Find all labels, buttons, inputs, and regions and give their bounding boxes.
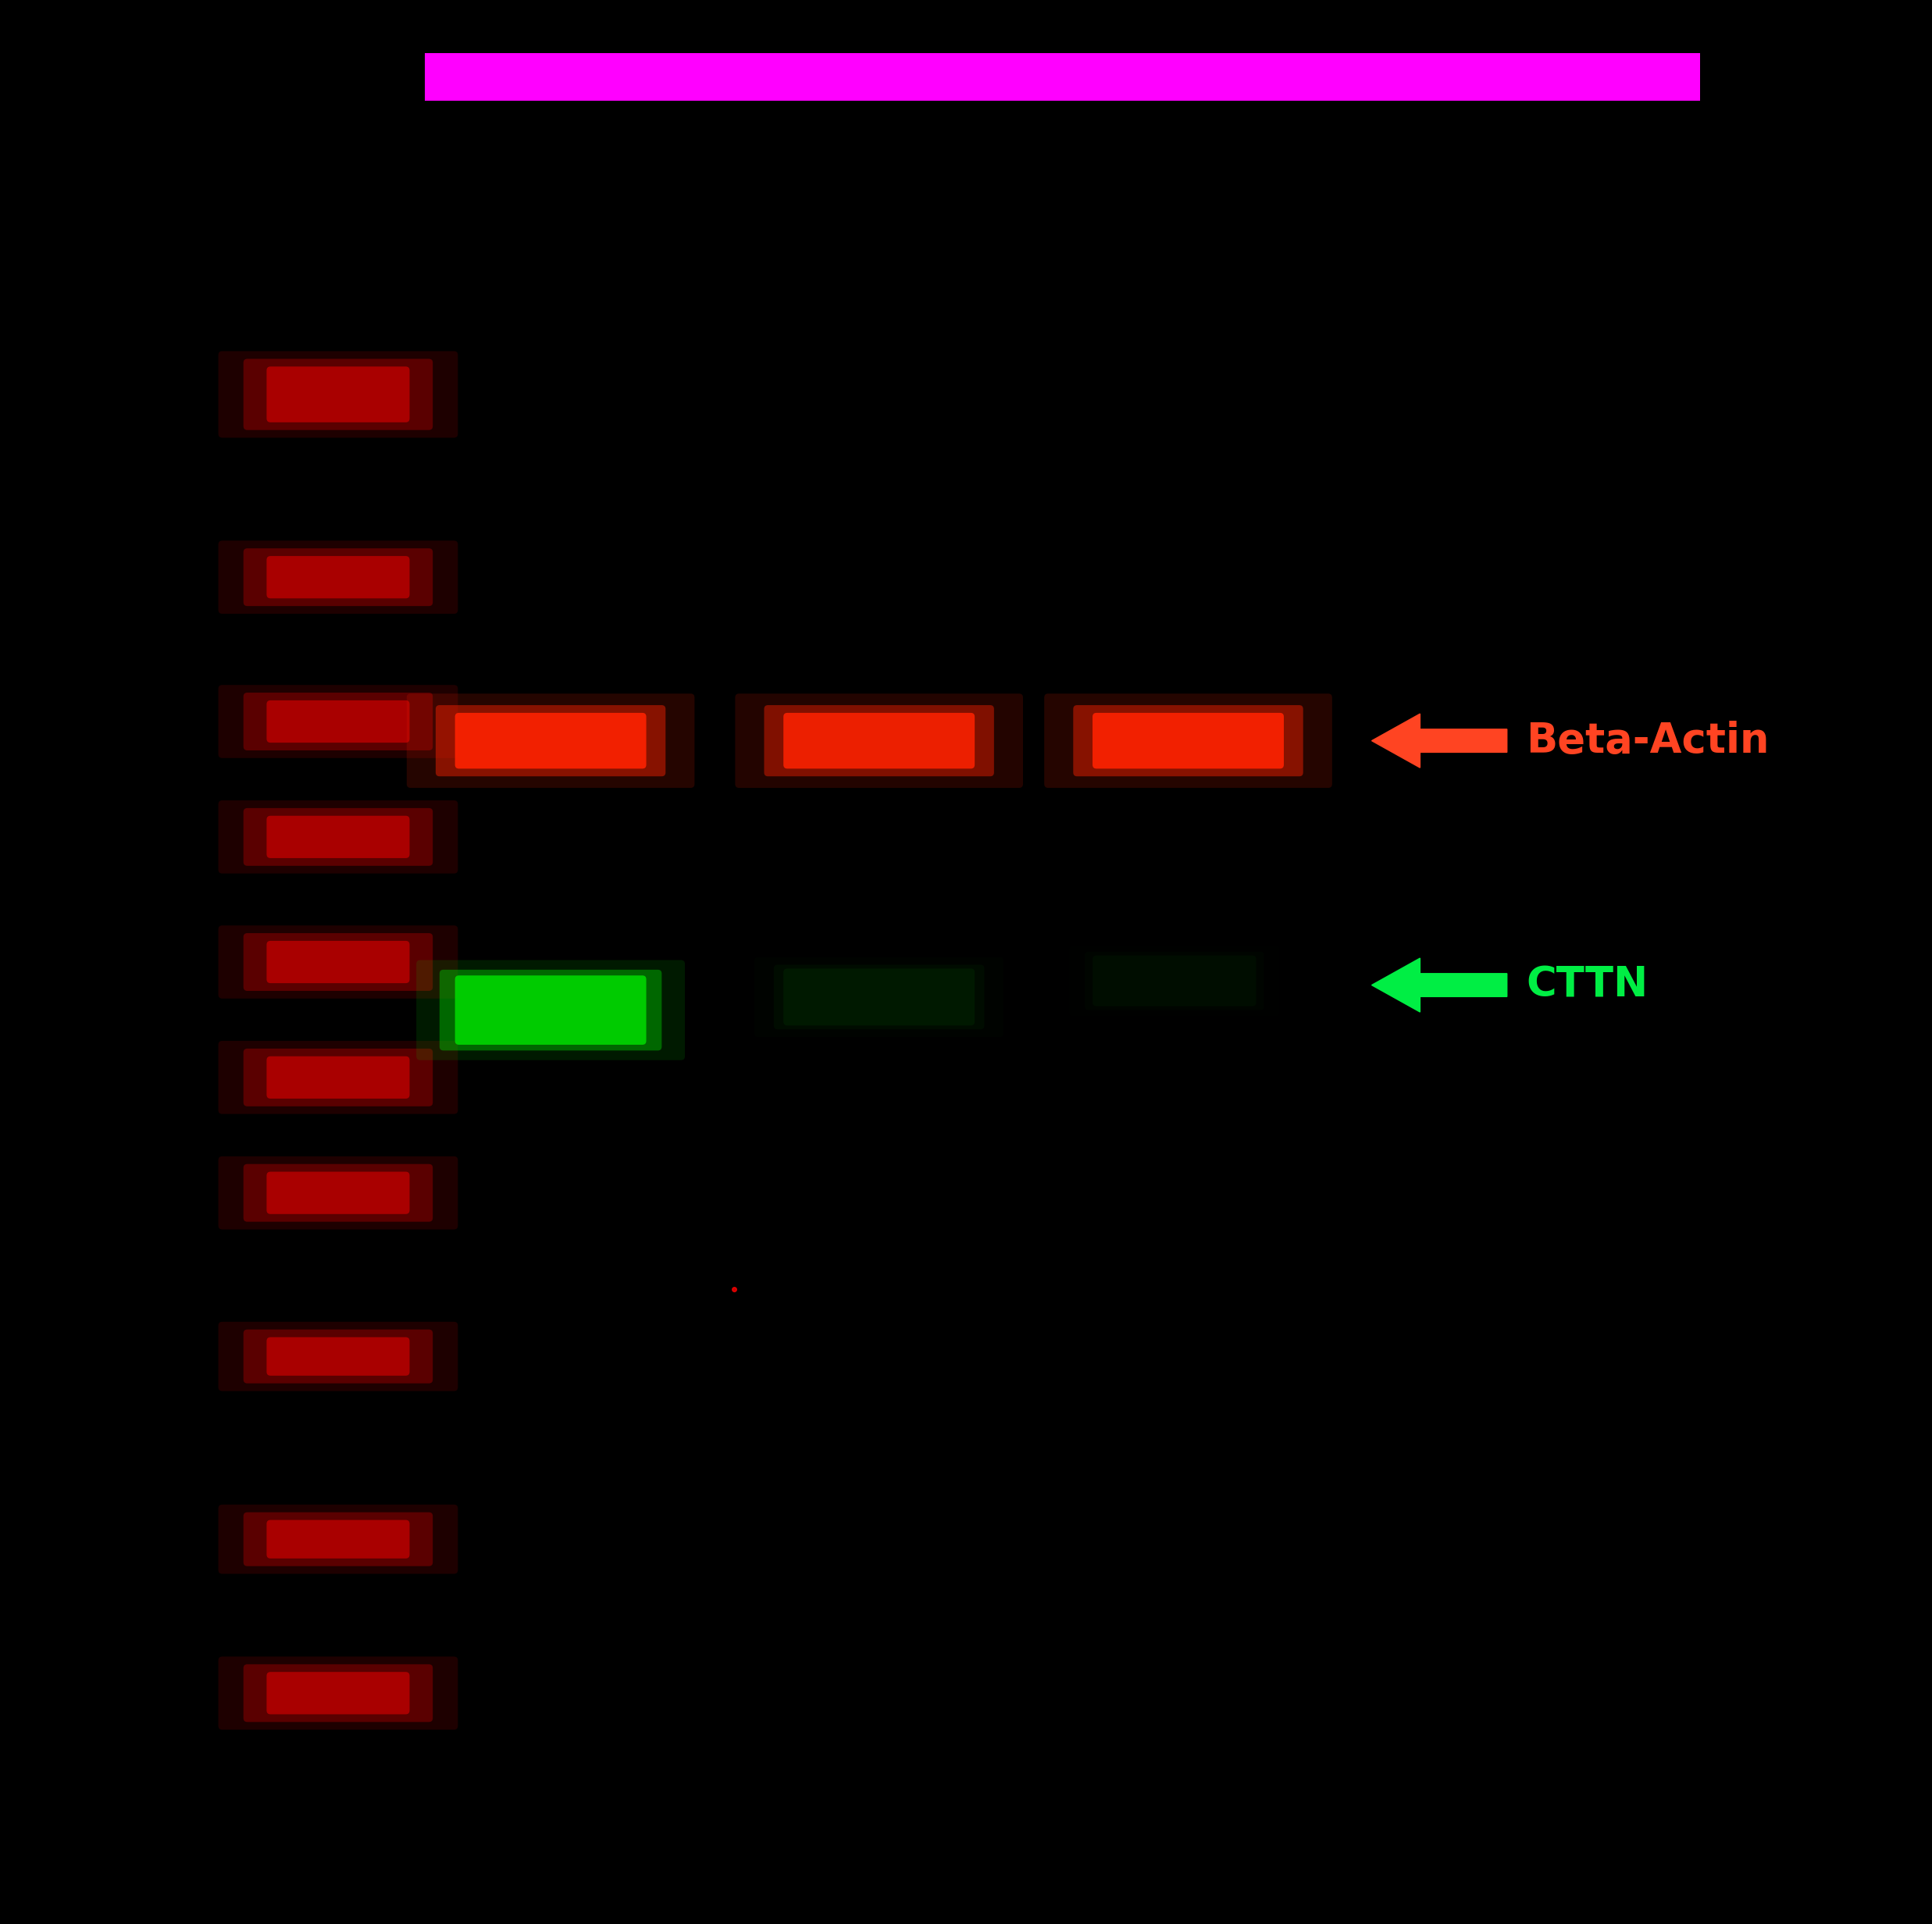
FancyBboxPatch shape (773, 964, 985, 1029)
FancyBboxPatch shape (243, 1664, 433, 1722)
FancyBboxPatch shape (267, 816, 410, 858)
FancyBboxPatch shape (243, 1329, 433, 1383)
FancyBboxPatch shape (1086, 952, 1264, 1010)
FancyBboxPatch shape (734, 695, 1024, 789)
FancyBboxPatch shape (765, 704, 995, 777)
FancyBboxPatch shape (218, 1322, 458, 1391)
Text: CTTN: CTTN (1526, 964, 1648, 1006)
FancyBboxPatch shape (267, 1520, 410, 1558)
FancyBboxPatch shape (218, 800, 458, 873)
FancyBboxPatch shape (1070, 947, 1279, 1016)
Text: Beta-Actin: Beta-Actin (1526, 720, 1770, 762)
FancyBboxPatch shape (1094, 956, 1256, 1006)
FancyBboxPatch shape (406, 695, 696, 789)
FancyBboxPatch shape (218, 1657, 458, 1730)
Bar (425, 54, 1700, 102)
FancyBboxPatch shape (267, 1337, 410, 1376)
FancyBboxPatch shape (267, 1172, 410, 1214)
FancyBboxPatch shape (218, 350, 458, 439)
FancyBboxPatch shape (267, 700, 410, 743)
FancyBboxPatch shape (753, 956, 1005, 1037)
FancyBboxPatch shape (243, 1512, 433, 1566)
FancyBboxPatch shape (218, 925, 458, 999)
FancyBboxPatch shape (243, 1164, 433, 1222)
FancyBboxPatch shape (218, 1041, 458, 1114)
FancyBboxPatch shape (218, 541, 458, 614)
FancyBboxPatch shape (1094, 712, 1283, 770)
FancyBboxPatch shape (454, 712, 645, 770)
Polygon shape (222, 125, 1855, 1799)
FancyBboxPatch shape (454, 975, 645, 1045)
FancyArrow shape (1372, 958, 1507, 1012)
FancyBboxPatch shape (243, 808, 433, 866)
FancyBboxPatch shape (784, 712, 974, 770)
FancyBboxPatch shape (439, 970, 661, 1051)
FancyBboxPatch shape (1043, 695, 1333, 789)
FancyBboxPatch shape (267, 1056, 410, 1099)
FancyBboxPatch shape (243, 933, 433, 991)
FancyBboxPatch shape (435, 704, 665, 777)
FancyBboxPatch shape (243, 548, 433, 606)
FancyBboxPatch shape (267, 1672, 410, 1714)
FancyBboxPatch shape (1074, 704, 1302, 777)
FancyBboxPatch shape (267, 556, 410, 598)
FancyBboxPatch shape (243, 693, 433, 750)
FancyBboxPatch shape (243, 358, 433, 431)
FancyArrow shape (1372, 714, 1507, 768)
FancyBboxPatch shape (267, 941, 410, 983)
FancyBboxPatch shape (243, 1049, 433, 1106)
FancyBboxPatch shape (415, 960, 684, 1060)
FancyBboxPatch shape (218, 1505, 458, 1574)
FancyBboxPatch shape (267, 366, 410, 423)
FancyBboxPatch shape (218, 685, 458, 758)
FancyBboxPatch shape (784, 968, 974, 1025)
FancyBboxPatch shape (218, 1156, 458, 1229)
